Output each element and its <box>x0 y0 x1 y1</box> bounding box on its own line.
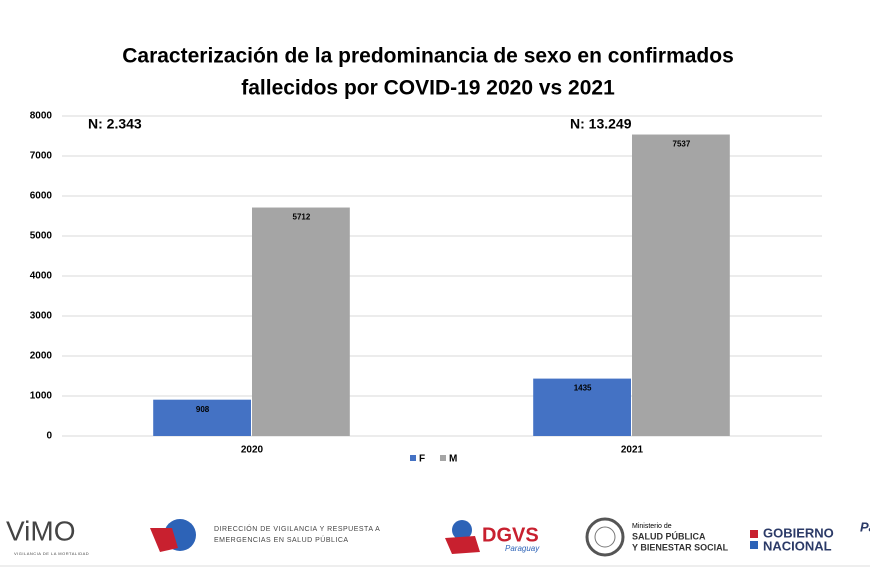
legend-label: M <box>449 454 457 465</box>
bar <box>153 399 251 436</box>
y-tick-label: 4000 <box>30 271 53 282</box>
annotation: N: 2.343 <box>88 116 142 132</box>
y-tick-label: 5000 <box>30 231 53 242</box>
y-tick-label: 2000 <box>30 351 53 362</box>
logo-icon <box>585 517 625 557</box>
y-tick-label: 1000 <box>30 391 53 402</box>
logo-icon <box>445 536 480 554</box>
x-tick-label: 2020 <box>241 445 264 456</box>
logo-text: Y BIENESTAR SOCIAL <box>632 542 729 552</box>
chart-title: fallecidos por COVID-19 2020 vs 2021 <box>241 77 615 100</box>
logo-text: SALUD PÚBLICA <box>632 530 706 541</box>
logo-icon <box>750 530 758 538</box>
legend-swatch <box>440 455 446 461</box>
y-tick-label: 8000 <box>30 111 53 122</box>
logo-icon <box>594 526 616 548</box>
logo-text: DGVS <box>482 524 539 546</box>
bar <box>533 378 631 436</box>
logo-text: ViMO <box>6 515 76 546</box>
bar <box>632 134 730 436</box>
value-label: 1435 <box>574 384 592 393</box>
x-tick-label: 2021 <box>621 445 644 456</box>
y-tick-label: 7000 <box>30 151 53 162</box>
y-tick-label: 3000 <box>30 311 53 322</box>
logo-text: Pa <box>860 519 870 534</box>
logo-text: Ministerio de <box>632 523 672 530</box>
y-tick-label: 0 <box>46 431 52 442</box>
y-tick-label: 6000 <box>30 191 53 202</box>
legend-label: F <box>419 454 425 465</box>
chart-title: Caracterización de la predominancia de s… <box>122 45 734 68</box>
logo-text: VIGILANCIA DE LA MORTALIDAD <box>14 551 89 556</box>
logo-icon <box>150 528 178 552</box>
value-label: 908 <box>196 405 210 414</box>
annotation: N: 13.249 <box>570 116 632 132</box>
logo-icon <box>750 541 758 549</box>
plot: 0 1000 2000 3000 4000 5000 6000 7000 8000 2020 908… <box>30 111 822 465</box>
logo-text: EMERGENCIAS EN SALUD PÚBLICA <box>214 535 349 544</box>
legend-swatch <box>410 455 416 461</box>
logo-text: Paraguay <box>505 544 540 553</box>
logo-text: GOBIERNO <box>763 525 834 540</box>
bar <box>252 207 350 436</box>
logo-text: DIRECCIÓN DE VIGILANCIA Y RESPUESTA A <box>214 524 380 533</box>
logo-text: NACIONAL <box>763 538 832 553</box>
footer: ViMO VIGILANCIA DE LA MORTALIDAD DIRECCI… <box>0 515 870 567</box>
value-label: 7537 <box>673 140 691 149</box>
value-label: 5712 <box>293 213 311 222</box>
logo-icon <box>452 520 472 540</box>
